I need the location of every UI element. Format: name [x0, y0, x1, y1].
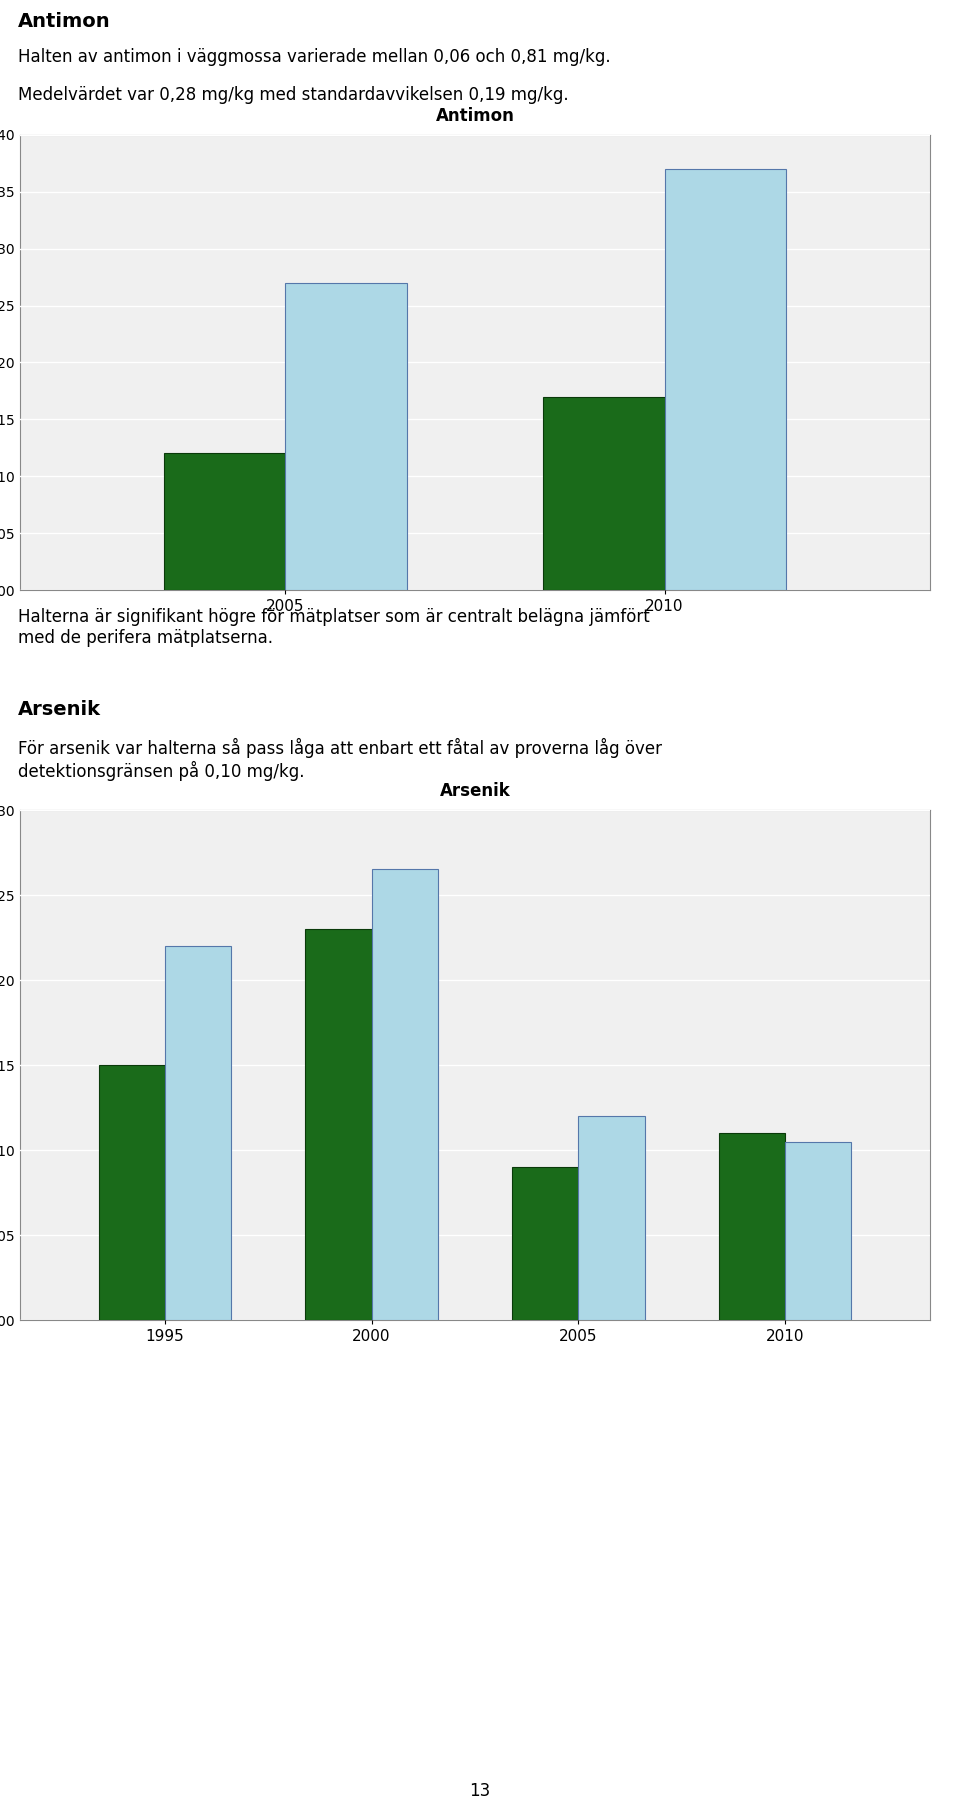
Bar: [543, 397, 664, 589]
Text: Arsenik: Arsenik: [18, 700, 101, 719]
Bar: [164, 453, 285, 589]
Bar: [305, 930, 372, 1321]
Bar: [513, 1168, 579, 1321]
Bar: [165, 946, 231, 1321]
Title: Antimon: Antimon: [436, 107, 515, 126]
Text: Medelvärdet var 0,28 mg/kg med standardavvikelsen 0,19 mg/kg.: Medelvärdet var 0,28 mg/kg med standarda…: [18, 85, 568, 104]
Text: För arsenik var halterna så pass låga att enbart ett fåtal av proverna låg över
: För arsenik var halterna så pass låga at…: [18, 739, 662, 782]
Text: Halterna är signifikant högre för mätplatser som är centralt belägna jämfört
med: Halterna är signifikant högre för mätpla…: [18, 608, 650, 648]
Bar: [372, 869, 438, 1321]
Bar: [785, 1142, 852, 1321]
Bar: [579, 1117, 644, 1321]
Text: Halten av antimon i väggmossa varierade mellan 0,06 och 0,81 mg/kg.: Halten av antimon i väggmossa varierade …: [18, 47, 611, 65]
Text: Antimon: Antimon: [18, 13, 110, 31]
Bar: [99, 1064, 165, 1321]
Title: Arsenik: Arsenik: [440, 782, 511, 800]
Bar: [719, 1133, 785, 1321]
Bar: [664, 169, 786, 589]
Text: 13: 13: [469, 1783, 491, 1801]
Bar: [285, 284, 407, 589]
